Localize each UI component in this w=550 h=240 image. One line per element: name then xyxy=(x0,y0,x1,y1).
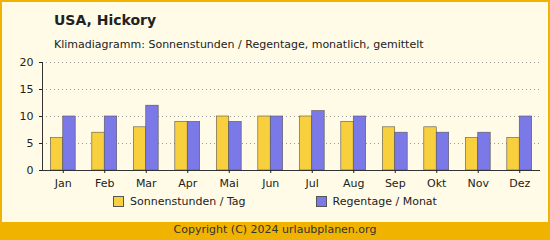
svg-text:0: 0 xyxy=(27,164,34,177)
svg-text:Dez: Dez xyxy=(509,177,530,190)
svg-text:Aug: Aug xyxy=(343,177,364,190)
svg-text:Mar: Mar xyxy=(136,177,157,190)
svg-text:Okt: Okt xyxy=(427,177,447,190)
svg-text:10: 10 xyxy=(20,110,34,123)
svg-text:5: 5 xyxy=(27,137,34,150)
svg-text:Apr: Apr xyxy=(178,177,198,190)
svg-text:Jul: Jul xyxy=(305,177,319,190)
svg-text:Feb: Feb xyxy=(95,177,114,190)
svg-text:Jan: Jan xyxy=(54,177,72,190)
svg-text:20: 20 xyxy=(20,56,34,69)
svg-text:15: 15 xyxy=(20,83,34,96)
html-text:Sonnenstunden / Tag: Sonnenstunden / Tag xyxy=(130,195,246,208)
svg-text:Sep: Sep xyxy=(385,177,406,190)
html-text:USA, Hickory: USA, Hickory xyxy=(54,12,157,28)
svg-text:Nov: Nov xyxy=(468,177,490,190)
svg-text:Mai: Mai xyxy=(220,177,239,190)
svg-text:Jun: Jun xyxy=(261,177,279,190)
html-text:Copyright (C) 2024 urlaubplane: Copyright (C) 2024 urlaubplanen.org xyxy=(173,223,377,236)
html-text:Klimadiagramm: Sonnenstunden /: Klimadiagramm: Sonnenstunden / Regentage… xyxy=(54,38,424,51)
html-text:Regentage / Monat: Regentage / Monat xyxy=(332,195,437,208)
